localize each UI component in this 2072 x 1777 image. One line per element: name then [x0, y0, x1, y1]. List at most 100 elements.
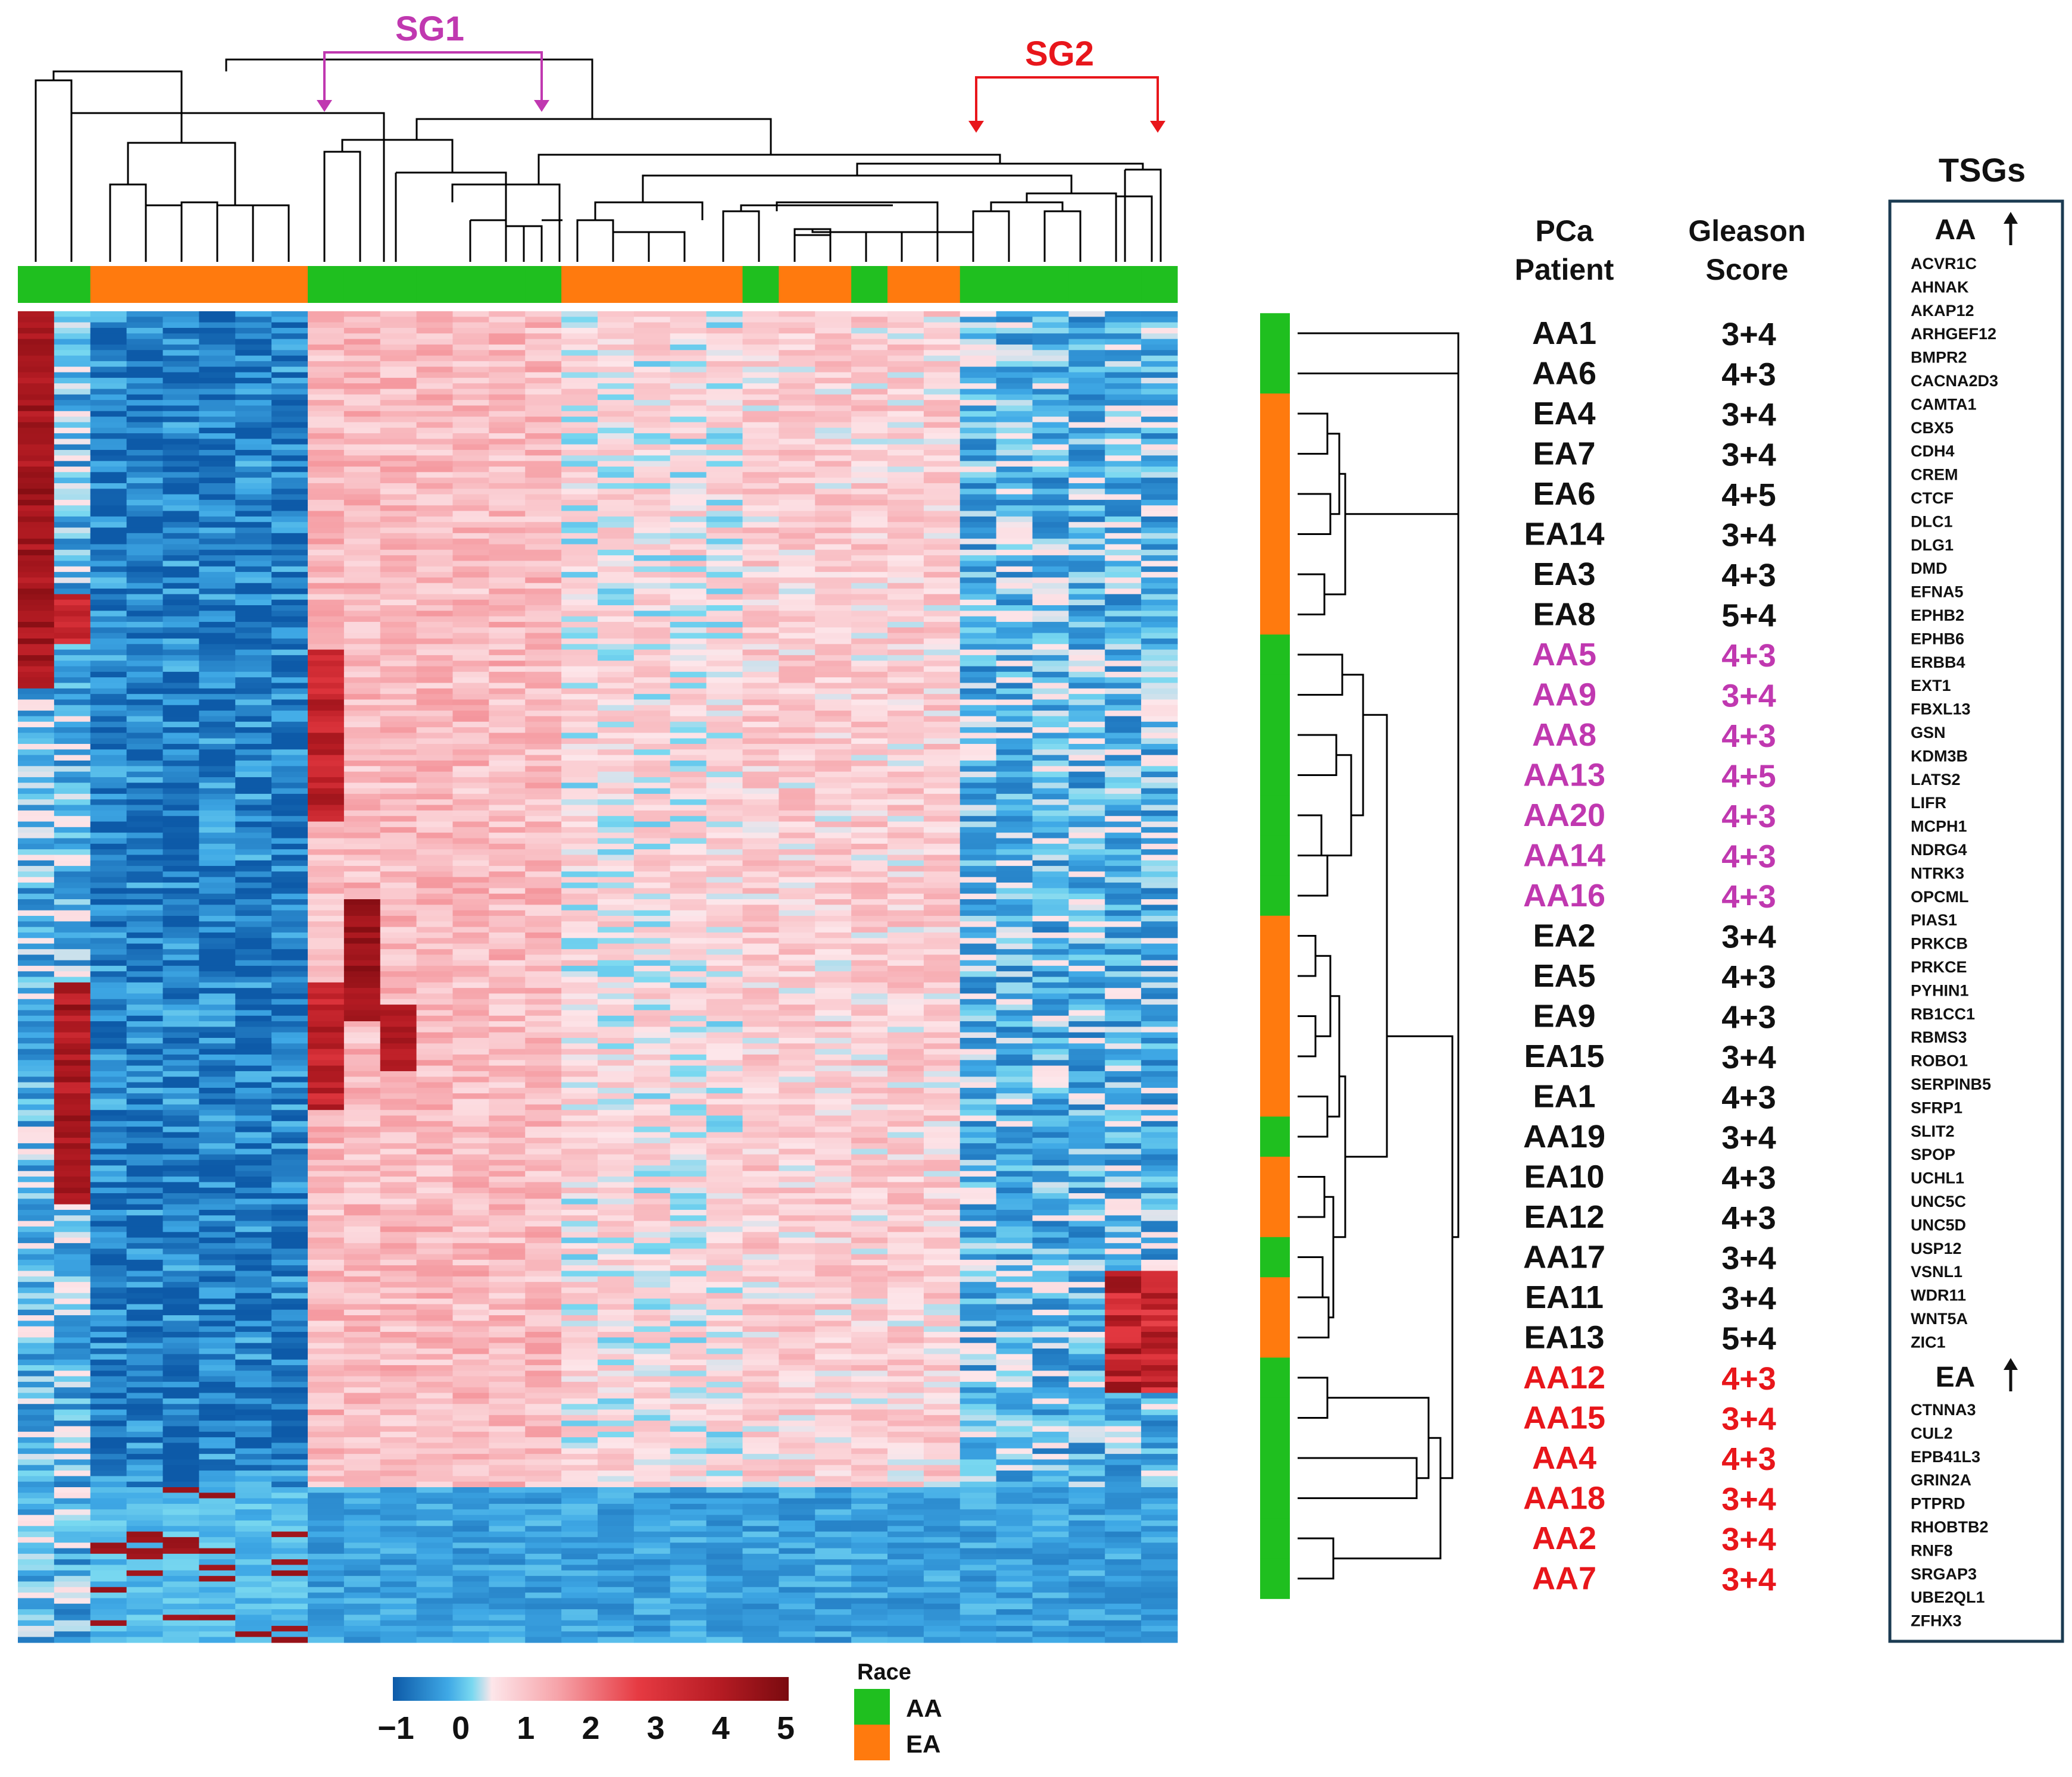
heatmap-cell	[452, 999, 489, 1005]
heatmap-cell	[54, 549, 91, 556]
heatmap-cell	[308, 549, 345, 556]
heatmap-cell	[1141, 1077, 1178, 1083]
column-race-cell	[18, 266, 55, 303]
heatmap-cell	[1032, 960, 1069, 966]
heatmap-cell	[308, 527, 345, 534]
heatmap-cell	[162, 394, 199, 401]
heatmap-cell	[90, 561, 127, 567]
heatmap-cell	[18, 1121, 55, 1127]
heatmap-cell	[18, 877, 55, 883]
heatmap-cell	[1105, 333, 1142, 340]
heatmap-cell	[90, 589, 127, 595]
heatmap-cell	[90, 317, 127, 323]
heatmap-cell	[90, 644, 127, 650]
heatmap-cell	[343, 833, 381, 839]
heatmap-cell	[90, 450, 127, 456]
heatmap-cell	[1068, 666, 1105, 672]
heatmap-cell	[706, 311, 743, 317]
heatmap-cell	[1141, 955, 1178, 961]
heatmap-cell	[923, 888, 961, 894]
heatmap-cell	[489, 860, 526, 866]
heatmap-cell	[996, 644, 1033, 650]
heatmap-cell	[598, 805, 635, 811]
heatmap-cell	[90, 999, 127, 1005]
heatmap-cell	[452, 417, 489, 423]
heatmap-cell	[561, 777, 598, 783]
heatmap-cell	[1032, 711, 1069, 717]
heatmap-cell	[923, 611, 961, 617]
column-race-cell	[815, 266, 852, 303]
heatmap-cell	[598, 483, 635, 489]
heatmap-cell	[996, 466, 1033, 473]
heatmap-cell	[1032, 489, 1069, 495]
heatmap-cell	[525, 910, 562, 916]
heatmap-cell	[271, 866, 308, 872]
heatmap-cell	[54, 699, 91, 706]
heatmap-cell	[162, 1160, 199, 1166]
heatmap-cell	[1105, 561, 1142, 567]
heatmap-cell	[670, 788, 707, 794]
heatmap-cell	[235, 367, 272, 373]
heatmap-cell	[633, 361, 671, 367]
heatmap-cell	[126, 389, 164, 395]
heatmap-cell	[1068, 877, 1105, 883]
heatmap-cell	[779, 766, 815, 772]
heatmap-cell	[416, 1154, 454, 1160]
heatmap-cell	[525, 383, 562, 390]
heatmap-cell	[54, 877, 91, 883]
heatmap-cell	[779, 450, 815, 456]
heatmap-cell	[343, 383, 381, 390]
heatmap-cell	[1105, 644, 1142, 650]
heatmap-cell	[923, 367, 961, 373]
heatmap-cell	[235, 394, 272, 401]
heatmap-cell	[489, 760, 526, 767]
heatmap-cell	[1032, 705, 1069, 711]
heatmap-cell	[525, 905, 562, 911]
heatmap-cell	[923, 594, 961, 600]
heatmap-cell	[561, 522, 598, 528]
heatmap-cell	[271, 721, 308, 728]
heatmap-cell	[670, 971, 707, 978]
heatmap-cell	[1068, 450, 1105, 456]
heatmap-cell	[996, 849, 1033, 856]
heatmap-cell	[1141, 544, 1178, 550]
heatmap-cell	[489, 1005, 526, 1011]
heatmap-cell	[851, 317, 888, 323]
heatmap-cell	[525, 599, 562, 606]
heatmap-cell	[960, 699, 997, 706]
heatmap-cell	[1068, 466, 1105, 473]
heatmap-cell	[416, 955, 454, 961]
heatmap-cell	[851, 893, 888, 900]
heatmap-cell	[633, 311, 671, 317]
heatmap-cell	[452, 927, 489, 933]
heatmap-cell	[525, 777, 562, 783]
heatmap-cell	[416, 738, 454, 744]
heatmap-cell	[199, 1165, 236, 1172]
heatmap-cell	[1141, 1065, 1178, 1072]
heatmap-cell	[887, 1127, 924, 1133]
heatmap-cell	[199, 1132, 236, 1138]
heatmap-cell	[343, 1165, 381, 1172]
heatmap-cell	[1105, 1010, 1142, 1016]
heatmap-cell	[235, 827, 272, 833]
heatmap-cell	[1068, 744, 1105, 750]
heatmap-cell	[779, 477, 815, 484]
heatmap-cell	[706, 522, 743, 528]
heatmap-cell	[887, 472, 924, 478]
heatmap-cell	[670, 589, 707, 595]
heatmap-cell	[1141, 511, 1178, 517]
heatmap-cell	[235, 860, 272, 866]
heatmap-cell	[670, 561, 707, 567]
heatmap-cell	[235, 1165, 272, 1172]
heatmap-cell	[923, 1149, 961, 1155]
heatmap-cell	[126, 483, 164, 489]
heatmap-cell	[18, 1054, 55, 1060]
heatmap-cell	[126, 655, 164, 661]
heatmap-cell	[1068, 694, 1105, 700]
heatmap-cell	[779, 760, 815, 767]
heatmap-cell	[489, 1082, 526, 1088]
heatmap-cell	[779, 561, 815, 567]
heatmap-cell	[1032, 988, 1069, 994]
heatmap-cell	[960, 499, 997, 506]
heatmap-cell	[18, 738, 55, 744]
